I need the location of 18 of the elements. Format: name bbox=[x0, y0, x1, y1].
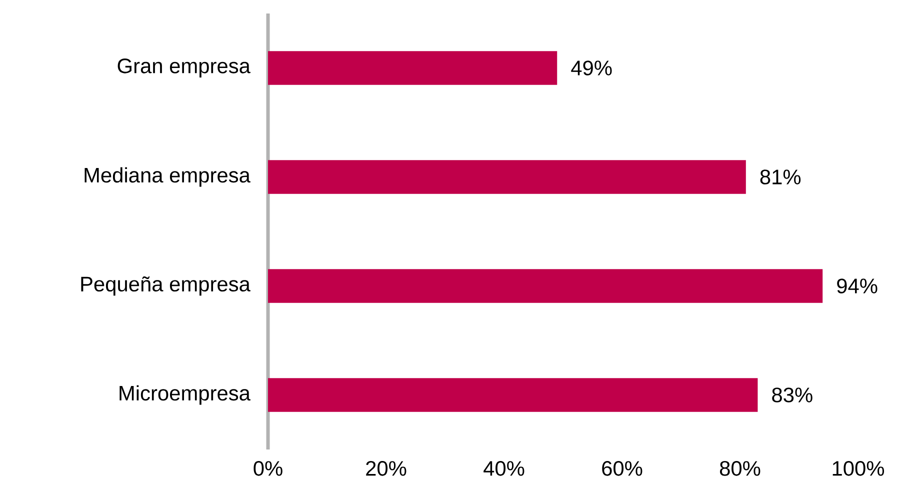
bar bbox=[268, 269, 823, 303]
data-label: 49% bbox=[571, 60, 612, 76]
x-tick-label: 60% bbox=[602, 461, 642, 476]
y-tick-label: Mediana empresa bbox=[84, 167, 250, 187]
y-tick-label: Pequeña empresa bbox=[81, 276, 250, 296]
x-tick-label: 20% bbox=[366, 461, 406, 476]
x-tick-label: 40% bbox=[484, 461, 524, 476]
x-tick-label: 100% bbox=[832, 461, 884, 476]
bar bbox=[268, 378, 758, 412]
y-tick-label: Microempresa bbox=[120, 385, 250, 405]
data-label: 81% bbox=[760, 170, 801, 184]
data-label: 83% bbox=[772, 388, 812, 402]
bar bbox=[268, 160, 746, 194]
data-label: 94% bbox=[837, 278, 878, 294]
x-tick-label: 80% bbox=[720, 461, 760, 476]
x-tick-label: 0% bbox=[254, 461, 282, 476]
bar bbox=[268, 51, 558, 85]
y-tick-label: Gran empresa bbox=[118, 58, 250, 78]
